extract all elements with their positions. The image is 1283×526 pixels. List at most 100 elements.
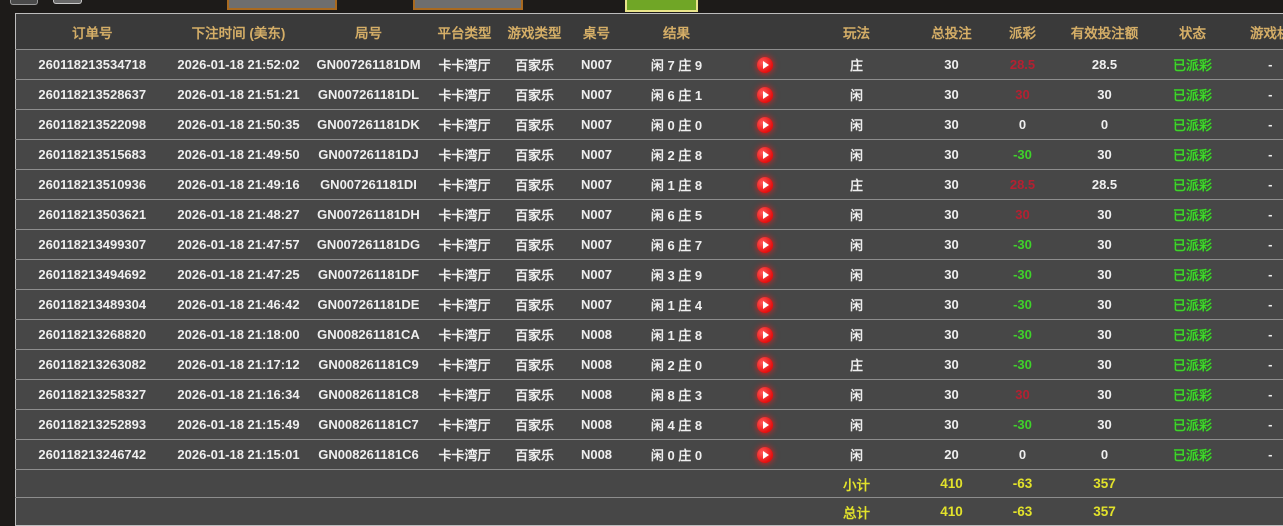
- cell-total-bet: 30: [913, 110, 991, 140]
- cell-valid-bet: 30: [1055, 80, 1155, 110]
- cell-game-type: 百家乐: [501, 140, 569, 170]
- cell-payout: 0: [991, 110, 1055, 140]
- play-icon[interactable]: [757, 207, 773, 223]
- play-icon[interactable]: [757, 417, 773, 433]
- cell-play-method: 闲: [801, 440, 913, 470]
- top-toolbar: [0, 0, 1283, 13]
- cell-order-number: 260118213489304: [16, 290, 169, 320]
- table-row: 260118213534718 2026-01-18 21:52:02 GN00…: [16, 50, 1283, 80]
- col-header-bet-time: 下注时间 (美东): [169, 14, 309, 50]
- cell-game-type: 百家乐: [501, 80, 569, 110]
- cell-replay: [729, 80, 801, 110]
- play-icon[interactable]: [757, 387, 773, 403]
- cell-order-number: 260118213258327: [16, 380, 169, 410]
- cell-status: 已派彩: [1155, 380, 1231, 410]
- play-icon[interactable]: [757, 447, 773, 463]
- cell-table-number: N007: [569, 140, 625, 170]
- cell-game-type: 百家乐: [501, 200, 569, 230]
- cell-game-machine: -: [1231, 230, 1283, 260]
- cell-round-number: GN008261181C7: [309, 410, 429, 440]
- cell-replay: [729, 50, 801, 80]
- cell-payout: -30: [991, 290, 1055, 320]
- cell-game-machine: -: [1231, 380, 1283, 410]
- play-triangle-icon: [763, 61, 769, 69]
- cutoff-green-button[interactable]: [625, 0, 698, 12]
- cell-play-method: 闲: [801, 290, 913, 320]
- cell-round-number: GN007261181DM: [309, 50, 429, 80]
- cell-bet-time: 2026-01-18 21:18:00: [169, 320, 309, 350]
- cell-status: 已派彩: [1155, 80, 1231, 110]
- cell-platform-type: 卡卡湾厅: [429, 260, 501, 290]
- cell-platform-type: 卡卡湾厅: [429, 140, 501, 170]
- cell-table-number: N007: [569, 200, 625, 230]
- cell-total-bet: 30: [913, 80, 991, 110]
- cell-order-number: 260118213534718: [16, 50, 169, 80]
- table-row: 260118213503621 2026-01-18 21:48:27 GN00…: [16, 200, 1283, 230]
- cell-valid-bet: 30: [1055, 410, 1155, 440]
- total-spacer: [1155, 498, 1283, 526]
- play-icon[interactable]: [757, 297, 773, 313]
- cell-order-number: 260118213499307: [16, 230, 169, 260]
- cell-status: 已派彩: [1155, 320, 1231, 350]
- cutoff-control-fragment[interactable]: [10, 0, 38, 5]
- col-header-play-method: 玩法: [801, 14, 913, 50]
- cell-result: 闲 6 庄 1: [625, 80, 729, 110]
- cell-replay: [729, 200, 801, 230]
- cell-table-number: N008: [569, 410, 625, 440]
- cell-play-method: 闲: [801, 80, 913, 110]
- total-valid: 357: [1055, 498, 1155, 526]
- cell-round-number: GN007261181DJ: [309, 140, 429, 170]
- cutoff-button-2[interactable]: [413, 0, 523, 10]
- table-row: 260118213246742 2026-01-18 21:15:01 GN00…: [16, 440, 1283, 470]
- cutoff-button-1[interactable]: [227, 0, 337, 10]
- cell-replay: [729, 410, 801, 440]
- cell-round-number: GN007261181DG: [309, 230, 429, 260]
- cell-total-bet: 20: [913, 440, 991, 470]
- cell-platform-type: 卡卡湾厅: [429, 200, 501, 230]
- play-icon[interactable]: [757, 117, 773, 133]
- cell-round-number: GN008261181C9: [309, 350, 429, 380]
- cell-replay: [729, 350, 801, 380]
- cell-total-bet: 30: [913, 350, 991, 380]
- cell-payout: -30: [991, 350, 1055, 380]
- cell-game-type: 百家乐: [501, 170, 569, 200]
- play-icon[interactable]: [757, 147, 773, 163]
- cell-game-type: 百家乐: [501, 320, 569, 350]
- play-icon[interactable]: [757, 267, 773, 283]
- play-icon[interactable]: [757, 237, 773, 253]
- cell-payout: -30: [991, 260, 1055, 290]
- play-icon[interactable]: [757, 357, 773, 373]
- cell-play-method: 庄: [801, 350, 913, 380]
- play-icon[interactable]: [757, 57, 773, 73]
- play-icon[interactable]: [757, 327, 773, 343]
- cell-game-machine: -: [1231, 320, 1283, 350]
- cell-play-method: 闲: [801, 320, 913, 350]
- play-icon[interactable]: [757, 87, 773, 103]
- cell-play-method: 闲: [801, 200, 913, 230]
- cell-platform-type: 卡卡湾厅: [429, 80, 501, 110]
- cell-game-machine: -: [1231, 140, 1283, 170]
- bet-records-table: 订单号 下注时间 (美东) 局号 平台类型 游戏类型 桌号 结果 玩法 总投注 …: [15, 13, 1283, 526]
- subtotal-spacer: [16, 470, 801, 498]
- cell-total-bet: 30: [913, 320, 991, 350]
- play-icon[interactable]: [757, 177, 773, 193]
- total-spacer: [16, 498, 801, 526]
- cell-status: 已派彩: [1155, 110, 1231, 140]
- cell-platform-type: 卡卡湾厅: [429, 290, 501, 320]
- cell-payout: -30: [991, 230, 1055, 260]
- cell-replay: [729, 290, 801, 320]
- cell-platform-type: 卡卡湾厅: [429, 320, 501, 350]
- cell-result: 闲 3 庄 9: [625, 260, 729, 290]
- cell-valid-bet: 30: [1055, 380, 1155, 410]
- table-row: 260118213528637 2026-01-18 21:51:21 GN00…: [16, 80, 1283, 110]
- cutoff-control-fragment[interactable]: [53, 0, 82, 4]
- subtotal-bet: 410: [913, 470, 991, 498]
- cell-bet-time: 2026-01-18 21:47:25: [169, 260, 309, 290]
- cell-payout: -30: [991, 140, 1055, 170]
- cell-total-bet: 30: [913, 200, 991, 230]
- cell-order-number: 260118213246742: [16, 440, 169, 470]
- cell-result: 闲 8 庄 3: [625, 380, 729, 410]
- cell-total-bet: 30: [913, 410, 991, 440]
- cell-game-machine: -: [1231, 290, 1283, 320]
- cell-status: 已派彩: [1155, 290, 1231, 320]
